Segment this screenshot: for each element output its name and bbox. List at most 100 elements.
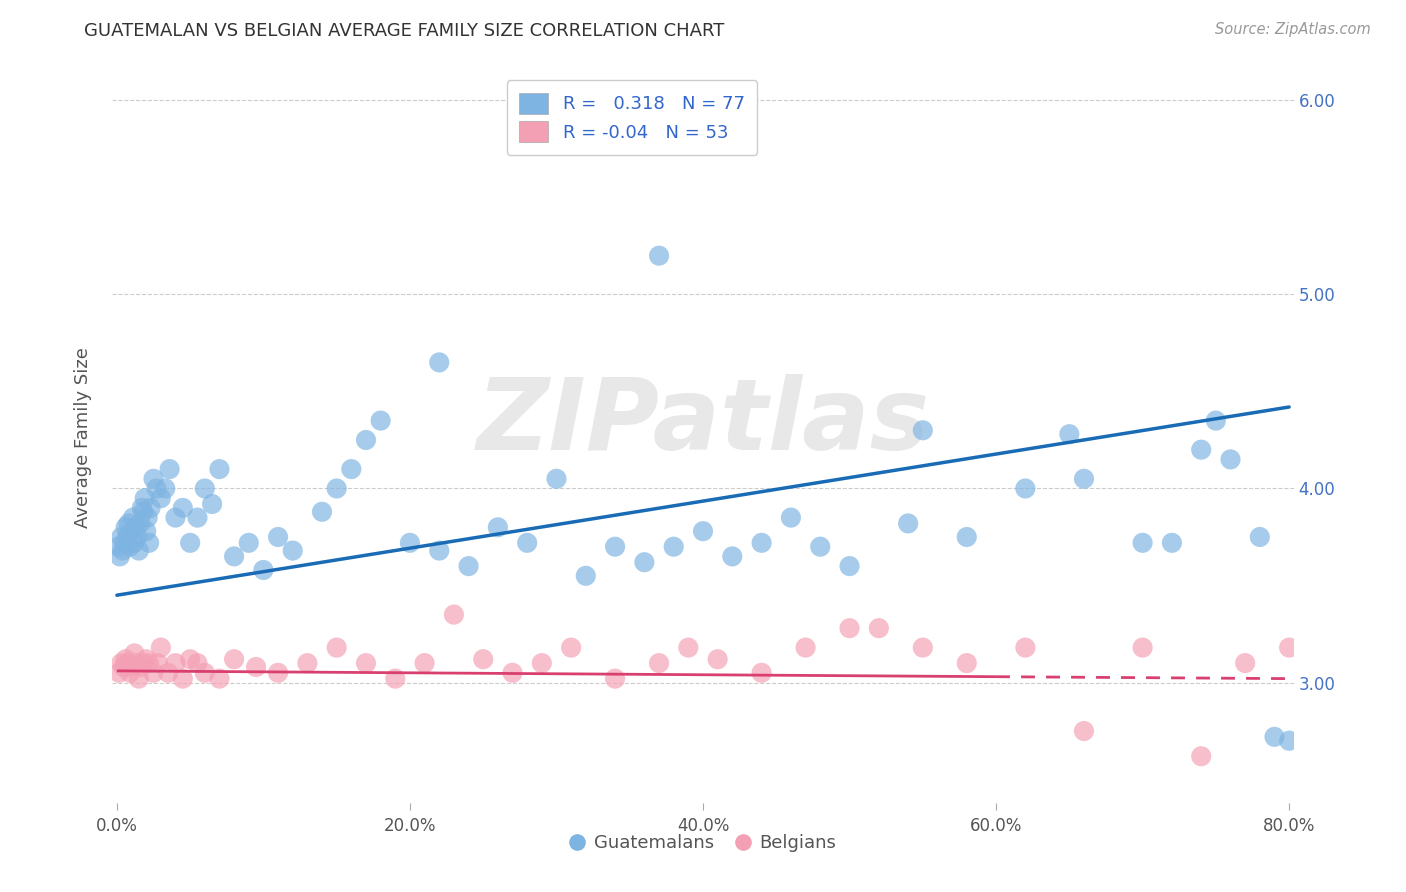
Point xyxy=(138,656,160,670)
Point xyxy=(179,536,201,550)
Point xyxy=(443,607,465,622)
Y-axis label: Average Family Size: Average Family Size xyxy=(73,347,91,527)
Point xyxy=(311,505,333,519)
Point xyxy=(575,569,598,583)
Point xyxy=(112,536,135,550)
Point xyxy=(132,505,155,519)
Point xyxy=(838,621,860,635)
Point xyxy=(354,656,377,670)
Point xyxy=(114,520,136,534)
Point xyxy=(413,656,436,670)
Point xyxy=(120,665,142,680)
Point xyxy=(1132,640,1154,655)
Point xyxy=(678,640,700,655)
Point xyxy=(108,665,131,680)
Point xyxy=(662,540,685,554)
Point xyxy=(132,656,155,670)
Point xyxy=(427,543,450,558)
Point xyxy=(129,660,152,674)
Point xyxy=(794,640,817,655)
Point xyxy=(125,520,148,534)
Point xyxy=(1014,482,1036,496)
Point xyxy=(808,540,831,554)
Point xyxy=(142,665,165,680)
Point xyxy=(399,536,422,550)
Point xyxy=(208,462,231,476)
Point xyxy=(224,652,246,666)
Point xyxy=(245,660,267,674)
Point xyxy=(128,672,150,686)
Point xyxy=(121,524,143,538)
Point xyxy=(165,656,187,670)
Point xyxy=(108,549,131,564)
Point xyxy=(384,672,406,686)
Point xyxy=(1160,536,1182,550)
Point xyxy=(838,559,860,574)
Point xyxy=(142,472,165,486)
Point xyxy=(1073,724,1095,739)
Point xyxy=(146,656,169,670)
Point xyxy=(111,543,134,558)
Point xyxy=(127,530,149,544)
Point xyxy=(165,510,187,524)
Point xyxy=(1249,530,1271,544)
Point xyxy=(186,510,208,524)
Point xyxy=(706,652,728,666)
Point xyxy=(911,640,934,655)
Point xyxy=(325,482,347,496)
Point xyxy=(1205,414,1227,428)
Point xyxy=(135,652,157,666)
Point xyxy=(648,656,671,670)
Point xyxy=(135,524,157,538)
Point xyxy=(159,462,181,476)
Point xyxy=(208,672,231,686)
Point xyxy=(125,656,148,670)
Point xyxy=(751,665,773,680)
Legend: Guatemalans, Belgians: Guatemalans, Belgians xyxy=(562,827,844,860)
Point xyxy=(868,621,890,635)
Point xyxy=(1219,452,1241,467)
Point xyxy=(281,543,304,558)
Point xyxy=(117,656,139,670)
Point xyxy=(138,536,160,550)
Point xyxy=(472,652,495,666)
Point xyxy=(114,652,136,666)
Point xyxy=(1073,472,1095,486)
Point xyxy=(149,640,172,655)
Point xyxy=(194,482,217,496)
Point xyxy=(340,462,363,476)
Point xyxy=(107,540,129,554)
Point xyxy=(297,656,319,670)
Point xyxy=(546,472,568,486)
Point xyxy=(112,660,135,674)
Point xyxy=(1234,656,1257,670)
Point xyxy=(1278,733,1301,747)
Point xyxy=(603,672,626,686)
Point xyxy=(897,516,920,531)
Point xyxy=(267,665,290,680)
Point xyxy=(128,543,150,558)
Point xyxy=(157,665,180,680)
Point xyxy=(139,500,162,515)
Point xyxy=(692,524,714,538)
Point xyxy=(956,656,979,670)
Point xyxy=(560,640,582,655)
Point xyxy=(121,660,143,674)
Point xyxy=(120,540,142,554)
Point xyxy=(751,536,773,550)
Point xyxy=(721,549,744,564)
Point xyxy=(117,516,139,531)
Point xyxy=(122,510,145,524)
Point xyxy=(124,536,146,550)
Point xyxy=(1014,640,1036,655)
Point xyxy=(457,559,479,574)
Point xyxy=(1189,749,1212,764)
Point xyxy=(224,549,246,564)
Point xyxy=(486,520,509,534)
Point xyxy=(267,530,290,544)
Point xyxy=(201,497,224,511)
Point xyxy=(956,530,979,544)
Point xyxy=(648,249,671,263)
Point xyxy=(1189,442,1212,457)
Point xyxy=(172,500,194,515)
